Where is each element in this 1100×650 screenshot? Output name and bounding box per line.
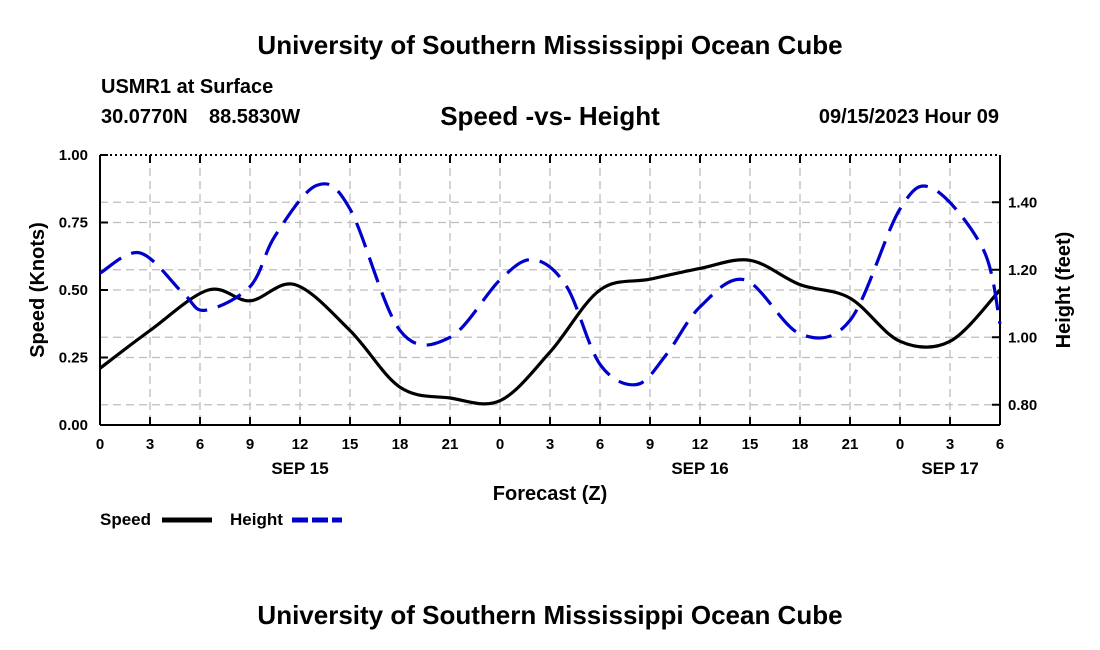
x-tick-label: 6 <box>196 436 204 453</box>
x-tick-label: 9 <box>246 436 254 453</box>
x-tick-label: 3 <box>146 436 154 453</box>
station-label: USMR1 at Surface <box>101 76 274 98</box>
x-date-label: SEP 15 <box>271 459 328 478</box>
x-tick-label: 12 <box>692 436 709 453</box>
datetime-label: 09/15/2023 Hour 09 <box>818 106 999 128</box>
x-tick-label: 18 <box>792 436 809 453</box>
y-tick-label: 0.25 <box>59 350 88 367</box>
x-date-label: SEP 17 <box>921 459 978 478</box>
x-tick-label: 3 <box>546 436 554 453</box>
footer-title: University of Southern Mississippi Ocean… <box>257 600 843 630</box>
x-tick-label: 6 <box>996 436 1004 453</box>
x-tick-label: 15 <box>342 436 359 453</box>
x-tick-label: 0 <box>896 436 904 453</box>
longitude-label: 88.5830W <box>209 106 301 128</box>
main-title: University of Southern Mississippi Ocean… <box>257 30 843 60</box>
y-tick-label: 0.75 <box>59 215 88 232</box>
speed-series-line <box>99 258 1002 406</box>
legend-speed-label: Speed <box>100 510 151 529</box>
x-tick-label: 6 <box>596 436 604 453</box>
x-date-label: SEP 16 <box>671 459 728 478</box>
x-tick-label: 3 <box>946 436 954 453</box>
y-axis-label: Speed (Knots) <box>27 222 49 358</box>
x-tick-label: 0 <box>496 436 504 453</box>
y2-tick-label: 1.20 <box>1008 262 1037 279</box>
x-tick-label: 21 <box>442 436 459 453</box>
legend-height-label: Height <box>230 510 283 529</box>
y-tick-label: 1.00 <box>59 147 88 164</box>
y-tick-label: 0.50 <box>59 282 88 299</box>
y2-tick-label: 1.00 <box>1008 329 1037 346</box>
x-tick-label: 0 <box>96 436 104 453</box>
y-tick-label: 0.00 <box>59 417 88 434</box>
height-series-line <box>99 182 1002 387</box>
y2-tick-label: 0.80 <box>1008 397 1037 414</box>
x-tick-label: 21 <box>842 436 859 453</box>
x-axis-label: Forecast (Z) <box>493 483 607 505</box>
y2-tick-label: 1.40 <box>1008 194 1037 211</box>
chart-title: Speed -vs- Height <box>440 101 660 131</box>
x-tick-label: 12 <box>292 436 309 453</box>
x-tick-label: 9 <box>646 436 654 453</box>
latitude-label: 30.0770N <box>101 106 188 128</box>
x-tick-label: 18 <box>392 436 409 453</box>
x-tick-label: 15 <box>742 436 759 453</box>
y2-axis-label: Height (feet) <box>1053 232 1075 349</box>
